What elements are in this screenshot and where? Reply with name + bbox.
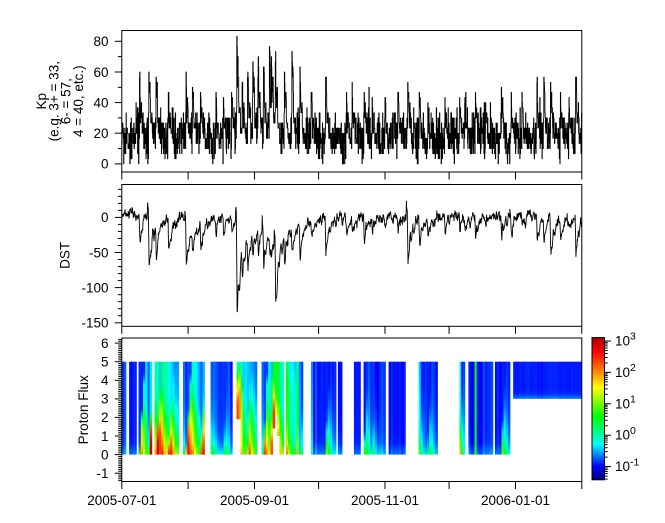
svg-text:-1: -1	[96, 466, 108, 481]
svg-text:4 = 40, etc.): 4 = 40, etc.)	[71, 65, 86, 137]
svg-text:1: 1	[101, 429, 109, 444]
svg-text:2005-11-01: 2005-11-01	[351, 493, 419, 508]
svg-text:3: 3	[101, 392, 109, 407]
svg-text:0: 0	[101, 447, 109, 462]
svg-text:Kp: Kp	[34, 93, 49, 110]
svg-text:2005-07-01: 2005-07-01	[87, 493, 156, 508]
svg-text:80: 80	[93, 34, 108, 49]
svg-text:6- = 57,: 6- = 57,	[59, 78, 74, 124]
svg-text:60: 60	[93, 65, 108, 80]
svg-text:-50: -50	[89, 245, 109, 260]
svg-text:0: 0	[101, 157, 109, 172]
svg-text:6: 6	[101, 336, 109, 351]
svg-text:5: 5	[101, 355, 109, 370]
svg-text:-150: -150	[81, 316, 108, 331]
svg-text:2006-01-01: 2006-01-01	[481, 493, 550, 508]
svg-text:Proton Flux: Proton Flux	[76, 375, 91, 444]
svg-text:DST: DST	[58, 242, 73, 269]
svg-text:2: 2	[101, 410, 109, 425]
svg-text:2005-09-01: 2005-09-01	[220, 493, 289, 508]
svg-text:40: 40	[93, 95, 108, 110]
svg-text:-100: -100	[81, 280, 108, 295]
svg-text:20: 20	[93, 126, 108, 141]
svg-text:0: 0	[101, 210, 109, 225]
svg-text:(e.g. 3+ = 33,: (e.g. 3+ = 33,	[46, 61, 61, 141]
svg-text:4: 4	[101, 373, 109, 388]
